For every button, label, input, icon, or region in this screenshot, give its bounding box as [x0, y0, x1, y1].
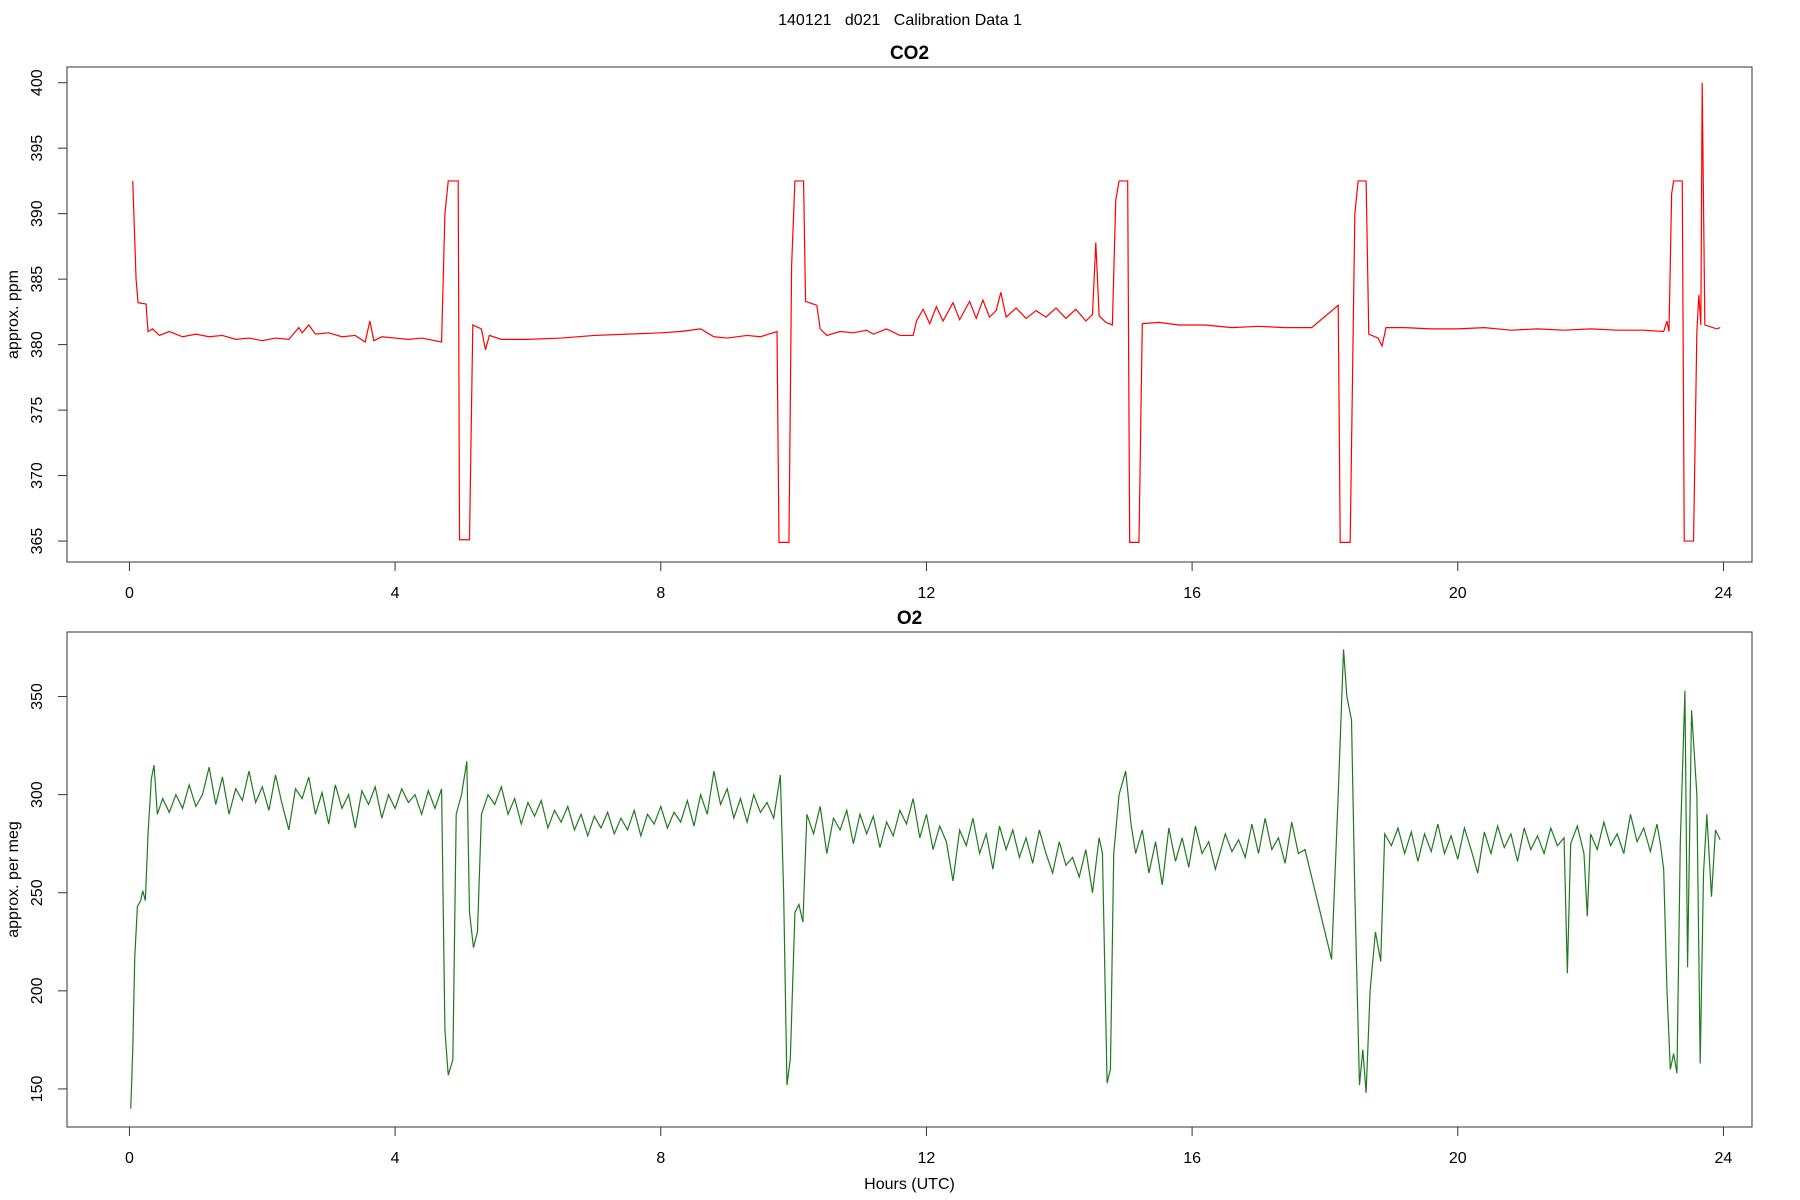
y-tick-label: 365	[29, 528, 46, 555]
x-tick-label: 16	[1183, 585, 1201, 602]
x-axis-label: Hours (UTC)	[864, 1176, 955, 1193]
x-tick-label: 4	[391, 585, 400, 602]
y-tick-label: 380	[29, 331, 46, 358]
chart-title: CO2	[890, 43, 929, 64]
x-tick-label: 12	[918, 585, 936, 602]
x-tick-label: 12	[918, 1150, 936, 1167]
y-tick-label: 250	[29, 879, 46, 906]
y-tick-label: 400	[29, 69, 46, 96]
x-tick-label: 24	[1715, 1150, 1733, 1167]
y-tick-label: 385	[29, 266, 46, 293]
x-tick-label: 0	[125, 585, 134, 602]
x-tick-label: 24	[1715, 585, 1733, 602]
y-tick-label: 390	[29, 200, 46, 227]
x-tick-label: 8	[656, 585, 665, 602]
x-tick-label: 16	[1183, 1150, 1201, 1167]
x-tick-label: 8	[656, 1150, 665, 1167]
y-tick-label: 200	[29, 977, 46, 1004]
x-tick-label: 0	[125, 1150, 134, 1167]
x-tick-label: 20	[1449, 1150, 1467, 1167]
plot-box	[66, 66, 1753, 563]
y-axis-label: approx. per meg	[5, 821, 22, 938]
y-tick-label: 350	[29, 683, 46, 710]
y-tick-label: 375	[29, 397, 46, 424]
y-tick-label: 300	[29, 781, 46, 808]
data-line	[132, 82, 1721, 543]
y-tick-label: 370	[29, 462, 46, 489]
chart-title: O2	[897, 608, 922, 629]
data-line	[130, 649, 1721, 1109]
plot-box	[66, 631, 1753, 1128]
x-tick-label: 20	[1449, 585, 1467, 602]
y-tick-label: 150	[29, 1075, 46, 1102]
x-tick-label: 4	[391, 1150, 400, 1167]
page-title: 140121 d021 Calibration Data 1	[778, 12, 1022, 29]
y-axis-label: approx. ppm	[5, 270, 22, 359]
y-tick-label: 395	[29, 135, 46, 162]
